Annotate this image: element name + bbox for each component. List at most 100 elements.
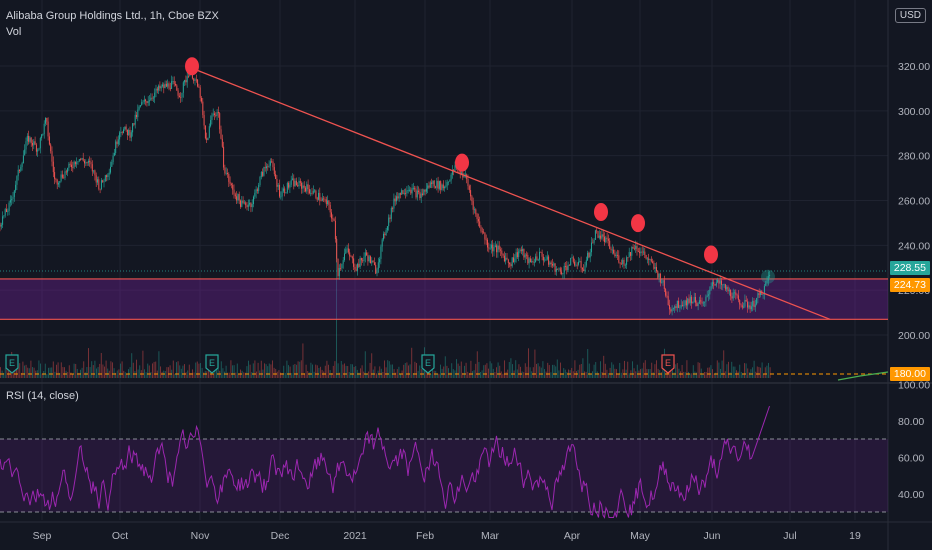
volume-bar [180, 368, 182, 378]
candle-body [99, 188, 101, 190]
volume-bar [64, 367, 65, 378]
volume-bar [670, 366, 672, 378]
candle-body [600, 235, 602, 239]
volume-bar [54, 371, 56, 378]
candle-body [221, 138, 223, 147]
volume-bar [6, 364, 8, 378]
volume-bar [460, 361, 462, 378]
candle-body [399, 193, 401, 195]
candle-body [640, 251, 642, 254]
candle-body [104, 175, 106, 182]
candle-body [331, 212, 332, 219]
candle-body [470, 190, 472, 197]
candle-body [315, 190, 317, 198]
candle-body [592, 242, 594, 244]
volume-bars [0, 238, 889, 381]
candle-body [342, 260, 344, 264]
candle-body [553, 263, 555, 266]
candle-body [731, 296, 733, 299]
volume-bar [563, 368, 565, 378]
volume-bar [57, 362, 59, 378]
volume-bar [572, 371, 574, 378]
volume-bar [238, 373, 240, 378]
candle-body [588, 252, 590, 258]
volume-bar [300, 360, 302, 378]
candle-body [42, 133, 44, 135]
candle-body [177, 90, 179, 96]
candle-body [281, 191, 283, 197]
volume-bar [708, 367, 710, 378]
candle-body [129, 130, 131, 138]
candle-body [658, 273, 660, 278]
candle-body [711, 282, 713, 287]
candle-body [572, 257, 574, 262]
candle-body [548, 256, 550, 265]
volume-bar [310, 362, 312, 378]
volume-bar [289, 366, 291, 378]
volume-bar [416, 362, 417, 378]
volume-bar [371, 353, 373, 378]
volume-bar [553, 364, 555, 378]
candle-body [514, 258, 516, 263]
candle-body [454, 165, 456, 171]
candle-body [51, 151, 53, 162]
volume-bar [214, 366, 216, 378]
candle-body [483, 231, 485, 233]
candle-body [130, 132, 132, 138]
volume-bar [227, 372, 229, 378]
candle-body [494, 245, 496, 247]
candle-body [741, 305, 743, 308]
candle-body [609, 240, 611, 249]
volume-bar [230, 360, 232, 378]
volume-bar [635, 371, 637, 378]
candle-body [63, 177, 65, 179]
candle-body [549, 262, 551, 265]
candle-body [585, 260, 587, 266]
candle-body [125, 126, 127, 130]
candle-body [476, 214, 478, 220]
volume-bar [588, 363, 590, 378]
candle-body [513, 257, 514, 263]
earnings-marker-shape [205, 354, 219, 374]
candle-body [254, 192, 256, 197]
candle-body [402, 190, 404, 194]
volume-bar [606, 369, 608, 378]
candle-body [56, 179, 58, 185]
volume-bar [675, 364, 677, 378]
volume-bar [312, 364, 313, 378]
candle-body [546, 256, 548, 260]
candle-body [475, 209, 477, 215]
candle-body [124, 126, 126, 130]
volume-bar [705, 371, 707, 378]
candle-body [435, 186, 436, 188]
currency-button[interactable]: USD [894, 8, 926, 23]
volume-bar [438, 373, 440, 378]
earnings-marker-label: E [209, 358, 215, 368]
candle-body [358, 263, 360, 267]
volume-bar [470, 360, 472, 378]
volume-bar [620, 372, 622, 378]
candle-body [241, 200, 243, 207]
candle-body [175, 83, 176, 86]
price-tick-label: 260.00 [898, 196, 930, 208]
candle-body [597, 231, 599, 238]
volume-bar [547, 362, 549, 378]
volume-bar [305, 364, 307, 378]
candle-body [723, 284, 725, 286]
candle-body [662, 280, 664, 283]
volume-bar [236, 363, 238, 378]
volume-bar [582, 358, 584, 378]
volume-bar [454, 370, 456, 378]
volume-bar [545, 371, 547, 378]
candle-body [229, 181, 231, 184]
candle-body [303, 185, 305, 188]
candle-body [670, 309, 672, 312]
volume-bar [526, 366, 528, 378]
volume-bar [369, 362, 371, 378]
candle-body [762, 294, 764, 296]
volume-bar [534, 349, 536, 378]
volume-bar [641, 368, 643, 378]
candle-body [24, 149, 26, 156]
volume-bar [107, 368, 109, 378]
